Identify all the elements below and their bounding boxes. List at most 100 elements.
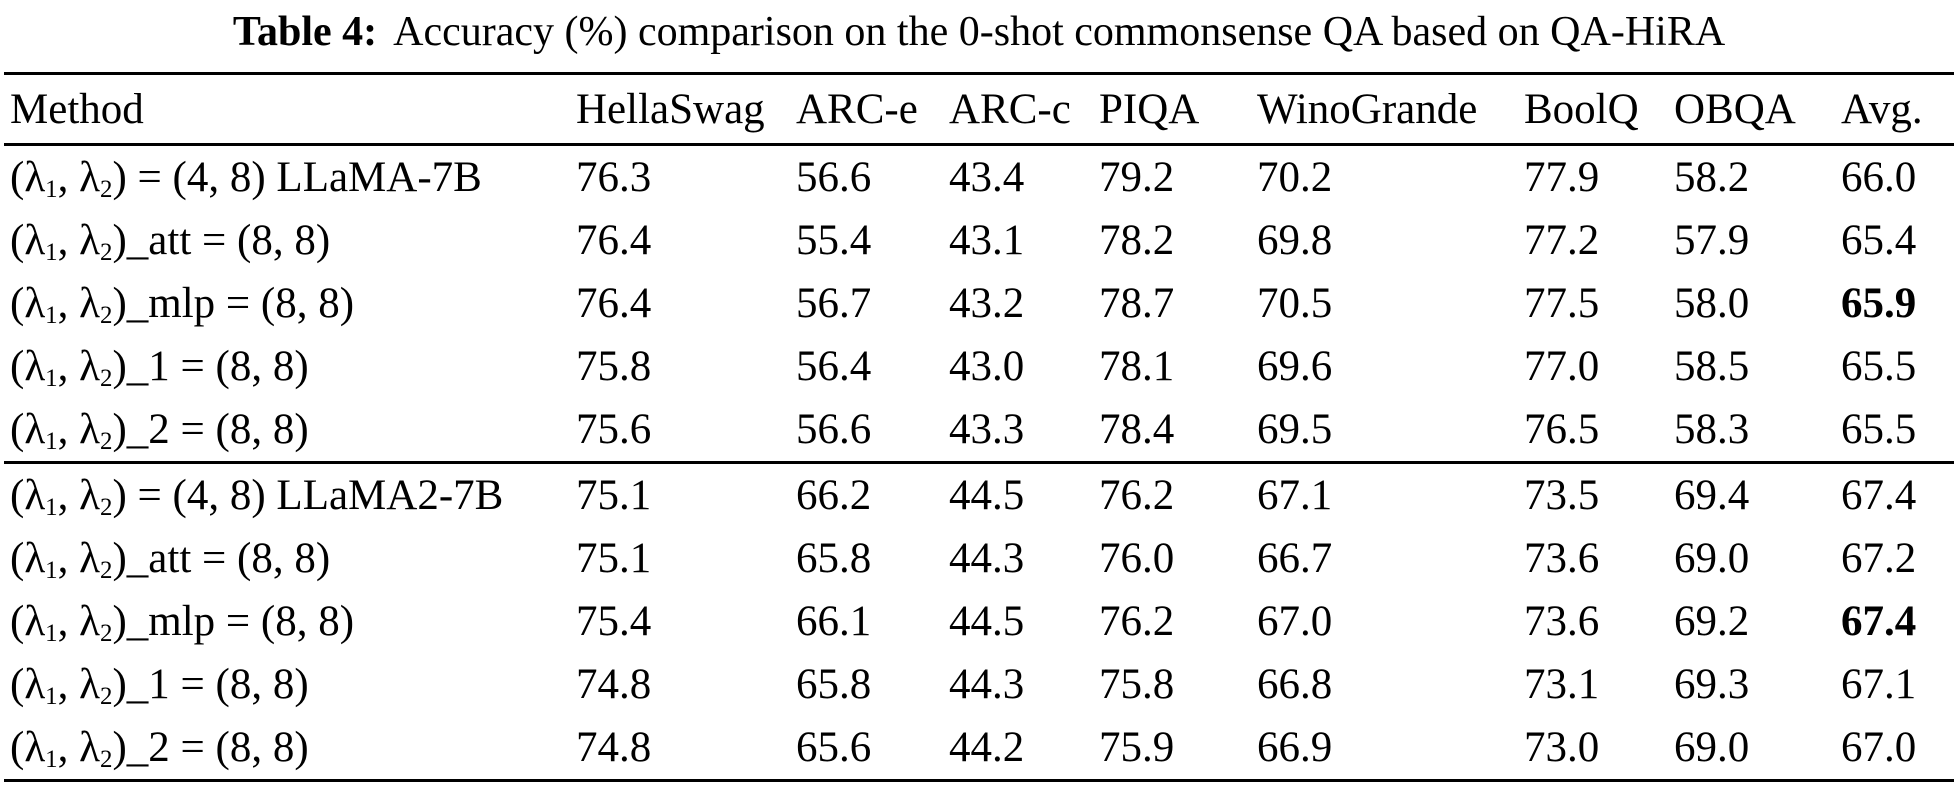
table-row: (λ1, λ2)_att = (8, 8) 76.4 55.4 43.1 78.2 69.… [4,209,1954,272]
value-cell: 69.3 [1674,661,1750,708]
value-cell: 66.1 [796,598,872,645]
value-cell: 65.5 [1841,406,1917,453]
value-cell: 65.8 [796,661,872,708]
value-cell: 44.5 [949,472,1025,519]
value-cell: 76.4 [576,280,652,327]
value-cell: 77.5 [1524,280,1600,327]
table-group-llama-7b: (λ1, λ2) = (4, 8) LLaMA-7B 76.3 56.6 43.4 79… [4,145,1954,463]
value-cell: 69.5 [1257,406,1333,453]
value-cell: 73.0 [1524,724,1600,771]
value-cell: 78.7 [1099,280,1175,327]
value-cell: 70.5 [1257,280,1333,327]
value-cell: 75.8 [1099,661,1175,708]
value-cell: 43.4 [949,154,1025,201]
value-cell: 75.6 [576,406,652,453]
value-cell: 75.1 [576,472,652,519]
value-cell: 78.2 [1099,217,1175,264]
method-cell: (λ1, λ2) = (4, 8) LLaMA2-7B [10,472,504,522]
value-cell: 58.0 [1674,280,1750,327]
table-row: (λ1, λ2) = (4, 8) LLaMA-7B 76.3 56.6 43.4 79… [4,145,1954,210]
method-cell: (λ1, λ2)_mlp = (8, 8) [10,598,355,648]
method-cell: (λ1, λ2) = (4, 8) LLaMA-7B [10,154,482,204]
value-cell: 76.2 [1099,472,1175,519]
table-header-row: Method HellaSwag ARC-e ARC-c PIQA WinoGrande B… [4,73,1954,146]
value-cell: 70.2 [1257,154,1333,201]
column-header: WinoGrande [1257,73,1524,146]
table-header: Method HellaSwag ARC-e ARC-c PIQA WinoGrande B… [4,73,1954,146]
value-cell: 76.4 [576,217,652,264]
value-cell: 55.4 [796,217,872,264]
column-header: PIQA [1099,73,1257,146]
value-cell: 76.3 [576,154,652,201]
method-cell: (λ1, λ2)_1 = (8, 8) [10,343,309,393]
value-cell: 69.0 [1674,724,1750,771]
value-cell: 65.9 [1841,280,1917,327]
value-cell: 78.1 [1099,343,1175,390]
value-cell: 56.6 [796,406,872,453]
table-caption: Table 4: Accuracy (%) comparison on the 0… [0,0,1958,60]
value-cell: 44.3 [949,535,1025,582]
value-cell: 57.9 [1674,217,1750,264]
table-row: (λ1, λ2)_att = (8, 8) 75.1 65.8 44.3 76.0 66.… [4,527,1954,590]
value-cell: 76.5 [1524,406,1600,453]
method-cell: (λ1, λ2)_2 = (8, 8) [10,406,309,456]
value-cell: 77.0 [1524,343,1600,390]
table-row: (λ1, λ2)_mlp = (8, 8) 76.4 56.7 43.2 78.7 70.… [4,272,1954,335]
value-cell: 43.2 [949,280,1025,327]
value-cell: 69.0 [1674,535,1750,582]
value-cell: 73.1 [1524,661,1600,708]
value-cell: 58.2 [1674,154,1750,201]
value-cell: 66.0 [1841,154,1917,201]
value-cell: 66.9 [1257,724,1333,771]
value-cell: 75.4 [576,598,652,645]
value-cell: 66.8 [1257,661,1333,708]
value-cell: 58.3 [1674,406,1750,453]
table-row: (λ1, λ2)_1 = (8, 8) 74.8 65.8 44.3 75.8 66.8 7… [4,653,1954,716]
results-table: Method HellaSwag ARC-e ARC-c PIQA WinoGrande B… [4,72,1954,782]
value-cell: 67.0 [1841,724,1917,771]
column-header: Method [4,73,576,146]
value-cell: 69.2 [1674,598,1750,645]
value-cell: 75.8 [576,343,652,390]
value-cell: 75.9 [1099,724,1175,771]
value-cell: 69.6 [1257,343,1333,390]
value-cell: 43.1 [949,217,1025,264]
value-cell: 44.5 [949,598,1025,645]
value-cell: 43.3 [949,406,1025,453]
value-cell: 75.1 [576,535,652,582]
value-cell: 74.8 [576,661,652,708]
method-cell: (λ1, λ2)_2 = (8, 8) [10,724,309,774]
table-row: (λ1, λ2) = (4, 8) LLaMA2-7B 75.1 66.2 44.5 7… [4,463,1954,528]
value-cell: 44.2 [949,724,1025,771]
value-cell: 58.5 [1674,343,1750,390]
value-cell: 56.7 [796,280,872,327]
value-cell: 73.6 [1524,598,1600,645]
value-cell: 67.2 [1841,535,1917,582]
value-cell: 73.6 [1524,535,1600,582]
column-header: OBQA [1674,73,1841,146]
table-row: (λ1, λ2)_2 = (8, 8) 75.6 56.6 43.3 78.4 69.5 7… [4,398,1954,463]
method-cell: (λ1, λ2)_mlp = (8, 8) [10,280,355,330]
column-header: Avg. [1841,73,1954,146]
value-cell: 77.9 [1524,154,1600,201]
table-row: (λ1, λ2)_mlp = (8, 8) 75.4 66.1 44.5 76.2 67.… [4,590,1954,653]
column-header: ARC-c [949,73,1099,146]
value-cell: 69.8 [1257,217,1333,264]
table-caption-text: Accuracy (%) comparison on the 0-shot co… [393,9,1726,55]
value-cell: 66.7 [1257,535,1333,582]
column-header: ARC-e [796,73,949,146]
value-cell: 76.0 [1099,535,1175,582]
value-cell: 76.2 [1099,598,1175,645]
table-row: (λ1, λ2)_1 = (8, 8) 75.8 56.4 43.0 78.1 69.6 7… [4,335,1954,398]
column-header: HellaSwag [576,73,796,146]
value-cell: 78.4 [1099,406,1175,453]
table-caption-label: Table 4: [232,9,378,55]
table-row: (λ1, λ2)_2 = (8, 8) 74.8 65.6 44.2 75.9 66.9 7… [4,716,1954,781]
method-cell: (λ1, λ2)_att = (8, 8) [10,535,331,585]
value-cell: 44.3 [949,661,1025,708]
value-cell: 43.0 [949,343,1025,390]
value-cell: 65.5 [1841,343,1917,390]
table-group-llama2-7b: (λ1, λ2) = (4, 8) LLaMA2-7B 75.1 66.2 44.5 7… [4,463,1954,781]
value-cell: 79.2 [1099,154,1175,201]
